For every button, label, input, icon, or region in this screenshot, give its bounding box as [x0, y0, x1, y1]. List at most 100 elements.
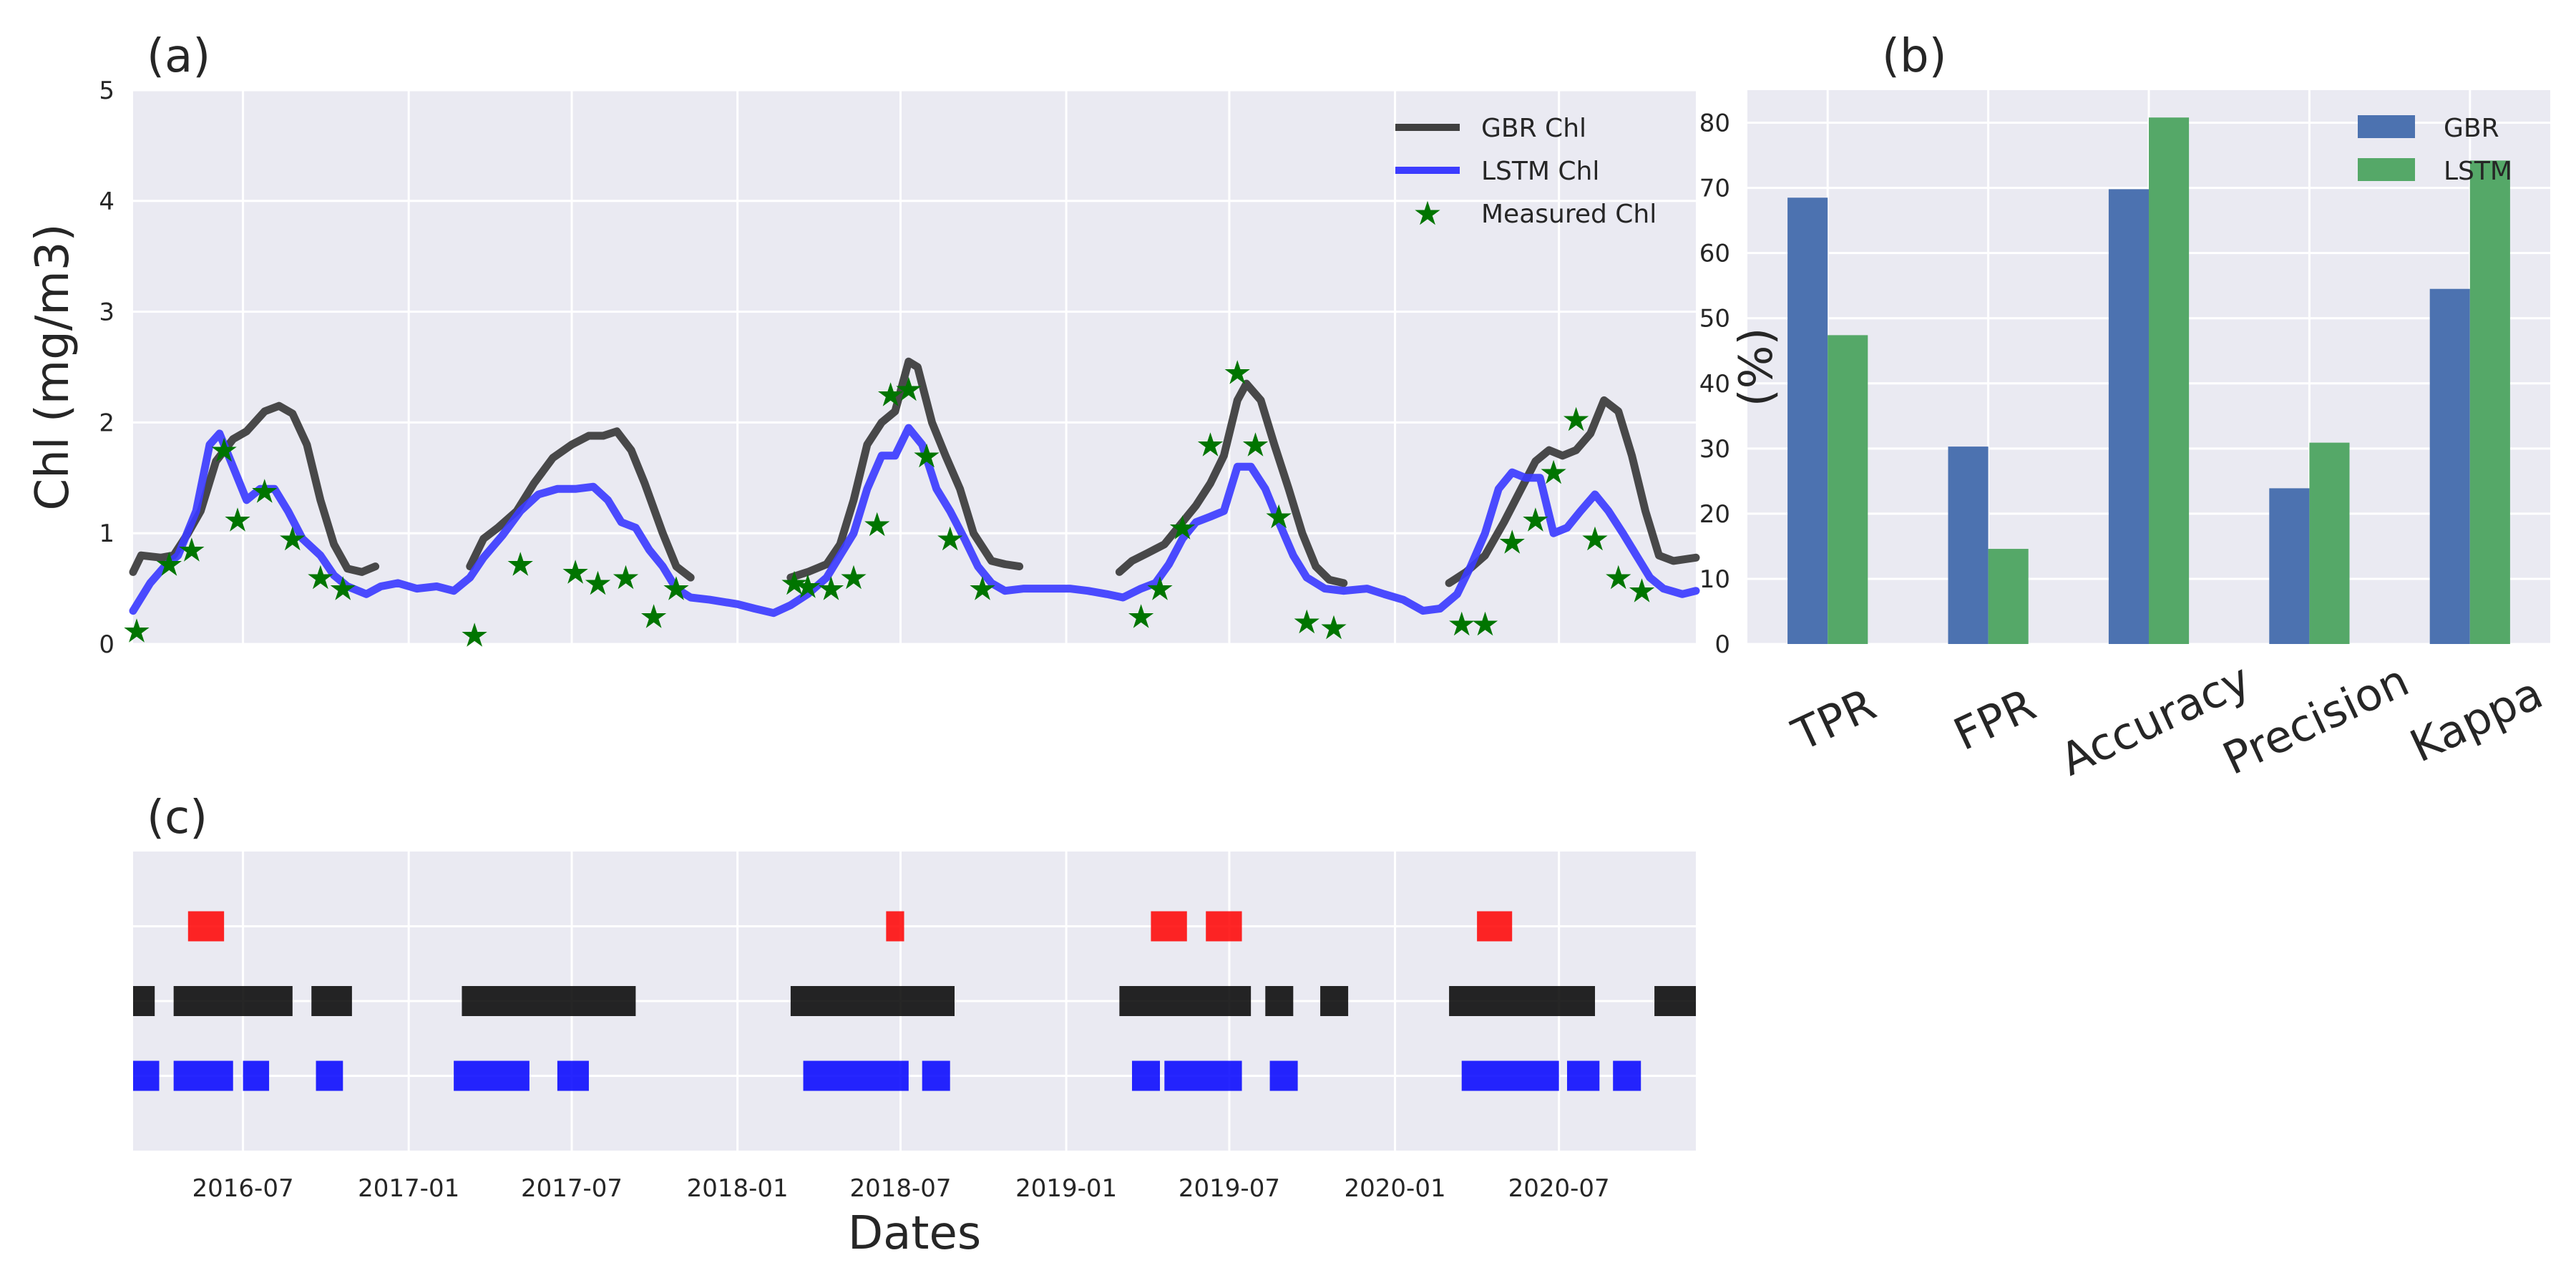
measured-chl-point: ★	[328, 570, 358, 608]
period-bar	[1119, 986, 1252, 1016]
series-line-gbr-chl	[1445, 396, 1700, 587]
measured-chl-point: ★	[779, 564, 809, 602]
period-bar	[454, 1060, 530, 1091]
legend-label-gbr: GBR	[2444, 114, 2499, 143]
panel-b-y-tick-label: 30	[1699, 435, 1730, 464]
period-bar	[1477, 911, 1513, 942]
period-bar	[1461, 1060, 1559, 1091]
measured-chl-point: ★	[839, 558, 868, 597]
measured-chl-point: ★	[1498, 523, 1527, 562]
measured-chl-point: ★	[1196, 425, 1225, 464]
measured-chl-point: ★	[506, 545, 535, 584]
panel-a-y-tick-label: 0	[99, 630, 114, 659]
bar-gbr-accuracy	[2108, 189, 2149, 644]
panel-a-y-tick-label: 5	[99, 77, 114, 105]
period-bar	[1206, 911, 1242, 942]
bar-lstm-precision	[2309, 442, 2350, 644]
period-bar	[1613, 1060, 1641, 1091]
bar-lstm-tpr	[1828, 335, 1868, 644]
panel-b-y-tick-label: 40	[1699, 370, 1730, 399]
panel-c-x-tick-label: 2020-01	[1345, 1174, 1446, 1203]
measured-chl-point: ★	[1319, 608, 1348, 647]
measured-chl-point: ★	[793, 567, 822, 606]
bar-lstm-accuracy	[2149, 117, 2190, 645]
period-bar	[311, 986, 352, 1016]
legend-label-gbr-chl: GBR Chl	[1481, 114, 1586, 143]
panel-c-x-tick-label: 2017-07	[521, 1174, 623, 1203]
measured-chl-point: ★	[210, 431, 239, 469]
period-bar	[173, 986, 293, 1016]
panel-c-x-axis-label: Dates	[848, 1207, 981, 1260]
category-label-fpr: FPR	[1946, 678, 2043, 761]
measured-chl-point: ★	[122, 611, 151, 650]
measured-chl-point: ★	[1561, 400, 1591, 439]
period-bar	[1164, 1060, 1242, 1091]
series-line-gbr-chl	[466, 427, 695, 582]
period-bar	[133, 986, 155, 1016]
panel-b-y-tick-label: 50	[1699, 305, 1730, 333]
panel-b-legend: GBR LSTM	[2358, 114, 2512, 186]
period-bar	[886, 911, 904, 942]
panel-b-y-tick-label: 80	[1699, 109, 1730, 138]
legend-marker-measured-chl: ★	[1413, 194, 1442, 233]
category-label-kappa: Kappa	[2402, 666, 2550, 772]
period-bar	[803, 1060, 909, 1091]
measured-chl-point: ★	[1168, 508, 1197, 547]
period-bar	[1654, 986, 1696, 1016]
series-line-gbr-chl	[786, 357, 1024, 582]
legend-label-lstm-chl: LSTM Chl	[1481, 157, 1599, 186]
period-bar	[1449, 986, 1596, 1016]
panel-b-y-tick-label: 60	[1699, 240, 1730, 268]
panel-b-y-axis-label: (%)	[1730, 328, 1783, 407]
panel-c-x-tick-label: 2017-01	[358, 1174, 459, 1203]
measured-chl-point: ★	[1264, 497, 1294, 536]
category-label-tpr: TPR	[1784, 678, 1883, 761]
bar-lstm-kappa	[2469, 160, 2510, 645]
period-bar	[790, 986, 955, 1016]
panel-a-y-tick-label: 3	[99, 298, 114, 327]
panel-b-y-tick-label: 70	[1699, 175, 1730, 203]
measured-chl-point: ★	[1470, 605, 1500, 643]
panel-c-x-tick-label: 2016-07	[192, 1174, 294, 1203]
panel-c-label: (c)	[147, 791, 208, 844]
measured-chl-point: ★	[661, 570, 691, 608]
period-bar	[316, 1060, 343, 1091]
series-line-lstm-chl	[129, 424, 1700, 618]
bar-gbr-precision	[2269, 488, 2310, 644]
bar-gbr-kappa	[2429, 288, 2470, 644]
measured-chl-point: ★	[611, 558, 640, 597]
measured-chl-point: ★	[1126, 597, 1156, 635]
measured-chl-point: ★	[1145, 570, 1174, 608]
period-bar	[922, 1060, 950, 1091]
period-bar	[1265, 986, 1294, 1016]
period-bar	[1151, 911, 1187, 942]
legend-label-lstm: LSTM	[2444, 157, 2512, 186]
legend-label-measured-chl: Measured Chl	[1481, 200, 1657, 229]
measured-chl-point: ★	[583, 564, 613, 602]
legend-swatch-lstm	[2358, 158, 2415, 181]
period-bar	[133, 1060, 160, 1091]
period-bar	[1320, 986, 1349, 1016]
measured-chl-point: ★	[639, 597, 668, 635]
panel-b-label: (b)	[1882, 30, 1947, 83]
measured-chl-point: ★	[250, 472, 279, 510]
measured-chl-point: ★	[967, 570, 997, 608]
panel-c-x-tick-label: 2019-07	[1179, 1174, 1280, 1203]
measured-chl-point: ★	[1627, 572, 1657, 610]
series-line-gbr-chl	[1115, 379, 1348, 587]
panel-b-y-tick-label: 10	[1699, 565, 1730, 594]
panel-b-y-tick-label: 0	[1714, 630, 1730, 659]
measured-chl-point: ★	[1521, 501, 1550, 540]
panel-a-timeseries-chart: ★★★★★★★★★★★ ★★★★★ ★★★★★★★★★★★★★★★★★★★ ★★★★★…	[26, 30, 1700, 659]
panel-c-x-tick-label: 2020-07	[1508, 1174, 1610, 1203]
category-label-accuracy: Accuracy	[2052, 653, 2258, 786]
panel-a-y-tick-label: 4	[99, 187, 114, 216]
measured-chl-point: ★	[1538, 453, 1568, 492]
measured-chl-point: ★	[1604, 558, 1633, 597]
period-bar	[462, 986, 636, 1016]
bar-lstm-fpr	[1988, 549, 2029, 644]
panel-a-y-axis-label: Chl (mg/m3)	[26, 224, 79, 511]
measured-chl-point: ★	[1292, 602, 1322, 641]
